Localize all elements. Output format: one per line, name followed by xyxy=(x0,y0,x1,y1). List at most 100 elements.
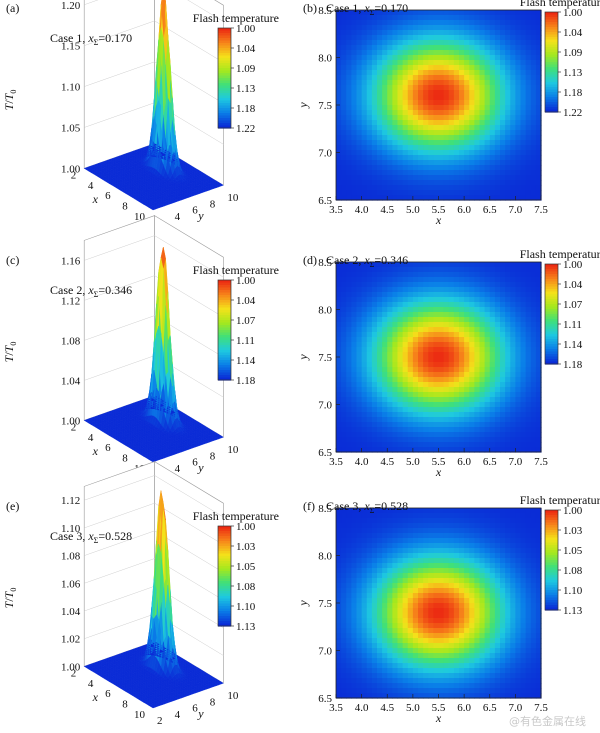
panel-b-colorbar-cell xyxy=(545,57,558,61)
panel-b-cell xyxy=(361,160,368,166)
panel-d-cell xyxy=(433,277,440,283)
panel-d-cell xyxy=(484,412,491,418)
panel-b-cell xyxy=(377,145,383,151)
panel-b-cell xyxy=(423,100,429,106)
panel-b-cell xyxy=(412,185,419,191)
panel-b-cell xyxy=(505,75,511,81)
panel-d-cell xyxy=(443,292,450,298)
panel-d-cell xyxy=(520,427,527,433)
panel-d-cell xyxy=(489,422,496,428)
panel-d-cell xyxy=(438,327,445,333)
panel-d-cell xyxy=(448,297,455,303)
panel-b-cell xyxy=(418,50,424,56)
panel-d-cell xyxy=(530,402,537,408)
panel-d-cell xyxy=(366,337,373,343)
panel-a-ylabel: y xyxy=(197,209,204,223)
panel-d-cell xyxy=(377,372,383,378)
panel-d-cell xyxy=(382,417,388,423)
panel-b-cell xyxy=(515,150,522,156)
panel-b-cell xyxy=(423,190,429,196)
panel-b-cell xyxy=(402,185,409,191)
panel-d-cell xyxy=(530,367,537,373)
panel-b-colorbar-cell xyxy=(545,37,558,41)
panel-d-cell xyxy=(505,327,511,333)
panel-d-cell xyxy=(479,357,486,363)
panel-d-cell xyxy=(351,262,358,268)
panel-b-cell xyxy=(484,150,491,156)
panel-b-cell xyxy=(361,165,368,171)
panel-b-cell xyxy=(377,155,383,161)
panel-d-cell xyxy=(402,272,409,278)
panel-b-cell xyxy=(530,165,537,171)
panel-d-cell xyxy=(505,377,511,383)
panel-d-cell xyxy=(377,272,383,278)
panel-d-cell xyxy=(443,432,450,438)
panel-d-cell xyxy=(387,272,393,278)
panel-b-cell xyxy=(464,75,470,81)
panel-b-cell xyxy=(336,10,342,16)
panel-d-cell xyxy=(346,407,352,413)
panel-d-cell xyxy=(418,277,424,283)
panel-b-cell xyxy=(525,155,532,161)
panel-b-cell xyxy=(366,125,373,131)
panel-a-colorbar-cell xyxy=(218,80,231,84)
panel-b-cell xyxy=(341,145,347,151)
panel-b-cell xyxy=(407,175,414,181)
panel-b-colorbar-cell xyxy=(545,94,558,98)
panel-d-cell xyxy=(535,327,542,333)
panel-d-cell xyxy=(510,427,516,433)
panel-d-cell xyxy=(494,412,501,418)
panel-b-cell xyxy=(459,110,465,116)
panel-d-cell xyxy=(535,392,542,398)
panel-d-cell xyxy=(392,272,399,278)
panel-b-cell xyxy=(474,10,481,16)
panel-d-cell xyxy=(459,427,465,433)
panel-d-cell xyxy=(453,282,460,288)
panel-b-cell xyxy=(459,90,465,96)
panel-d-cell xyxy=(402,267,409,273)
panel-d-cell xyxy=(520,382,527,388)
panel-d-cell xyxy=(351,322,358,328)
panel-b-cell xyxy=(418,185,424,191)
panel-b-cell xyxy=(489,165,496,171)
panel-b-cell xyxy=(377,175,383,181)
panel-b-cell xyxy=(535,130,542,136)
panel-d-cell xyxy=(418,262,424,268)
panel-b-cell xyxy=(346,150,352,156)
panel-b-cell xyxy=(459,135,465,141)
panel-d-cell xyxy=(402,312,409,318)
panel-d-cell xyxy=(474,352,481,358)
panel-d-cell xyxy=(341,422,347,428)
panel-d-cell xyxy=(505,312,511,318)
panel-d-cell xyxy=(402,377,409,383)
panel-d-cell xyxy=(392,352,399,358)
panel-b-cell xyxy=(464,90,470,96)
panel-b-cell xyxy=(500,25,506,31)
panel-b-cell xyxy=(505,35,511,41)
panel-d-cell xyxy=(489,362,496,368)
panel-d-cell xyxy=(371,322,378,328)
panel-d-cell xyxy=(361,377,368,383)
panel-b-cell xyxy=(341,15,347,21)
panel-d-cell xyxy=(387,427,393,433)
panel-b-cell xyxy=(505,25,511,31)
panel-d-cell xyxy=(433,357,440,363)
panel-d-cell xyxy=(356,267,363,273)
panel-d-cell xyxy=(525,422,532,428)
panel-b-label: (b) xyxy=(303,1,317,15)
panel-b-cell xyxy=(525,130,532,136)
panel-b-cell xyxy=(356,190,363,196)
panel-b-cell xyxy=(351,35,358,41)
panel-b-cell xyxy=(443,125,450,131)
panel-b-cell xyxy=(443,150,450,156)
panel-b-cell xyxy=(464,45,470,51)
panel-b-cell xyxy=(412,100,419,106)
panel-b-cell xyxy=(356,10,363,16)
panel-d-cell xyxy=(433,287,440,293)
panel-b-cell xyxy=(469,120,475,126)
panel-b-cell xyxy=(433,145,440,151)
panel-a-xtick-label: 2 xyxy=(71,169,77,181)
panel-b-cell xyxy=(448,55,455,61)
panel-b-cell xyxy=(469,140,475,146)
panel-b-cell xyxy=(530,135,537,141)
